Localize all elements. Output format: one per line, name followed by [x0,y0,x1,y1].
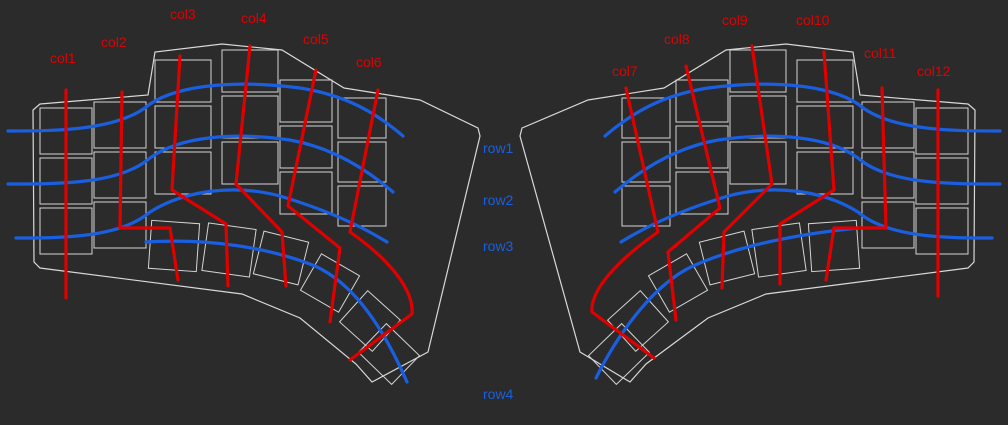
column-labels: col1 col2 col3 col4 col5 col6 col7 col8 … [50,6,951,79]
left-key [154,151,212,195]
right-key [675,79,729,123]
right-key [915,207,969,255]
row-wire-2-left [6,134,395,194]
right-keys [587,49,969,386]
row-wire-4-right [594,226,860,380]
row-wire-2-right [613,134,1002,194]
col-wire-6 [348,88,414,362]
left-thumb-key [147,219,201,273]
col-label-5: col5 [303,31,329,47]
right-key [729,141,787,185]
col-wire-7 [590,86,660,360]
left-keys [39,49,421,386]
row-wire-3-right [619,188,994,244]
col-wire-9 [720,44,774,290]
right-thumb-key [807,219,861,273]
column-wires [64,44,940,362]
col-label-2: col2 [101,34,127,50]
row-wire-4-left [144,239,409,384]
row-label-4: row4 [483,386,514,402]
right-key [675,171,729,215]
right-key [796,105,854,149]
left-thumb-key [357,322,421,386]
col-wire-11 [824,86,888,282]
left-key [154,59,212,103]
row-labels: row1 row2 row3 row4 [483,140,514,402]
right-key [729,95,787,139]
col-label-12: col12 [917,63,951,79]
left-thumb-key [299,253,361,313]
right-key [796,151,854,195]
right-key [621,97,671,139]
row-label-3: row3 [483,238,514,254]
left-key [221,95,279,139]
left-case-outline [32,43,481,383]
col-label-4: col4 [241,10,267,26]
left-thumb-key [201,222,257,278]
right-thumb-key [751,222,807,278]
col-label-1: col1 [50,50,76,66]
left-key [279,171,333,215]
col-wire-8 [666,64,722,322]
col-wire-4 [234,44,288,288]
row-wire-3-left [14,188,389,244]
left-thumb-key [338,289,402,353]
left-key [154,105,212,149]
row-wire-1-right [603,82,1002,138]
col-label-9: col9 [722,12,748,28]
right-key [861,151,915,199]
right-case-outline [519,43,976,383]
row-label-2: row2 [483,192,514,208]
right-thumb-key [698,230,756,286]
row-wire-1-left [6,82,405,138]
right-thumb-key [587,322,651,386]
col-label-10: col10 [796,12,830,28]
right-key [621,185,671,227]
right-thumb-key [647,253,709,313]
left-key [221,141,279,185]
row-label-1: row1 [483,140,514,156]
col-label-7: col7 [612,63,638,79]
right-key [861,201,915,249]
left-thumb-key [252,230,310,286]
col-label-8: col8 [664,31,690,47]
left-key [337,185,387,227]
col-label-11: col11 [864,45,897,61]
left-key [337,97,387,139]
col-wire-5 [286,68,342,324]
col-label-3: col3 [170,6,196,22]
col-label-6: col6 [356,54,382,70]
row-wires [6,82,1002,384]
col-wire-3 [170,54,230,288]
col-wire-2 [118,90,180,282]
col-wire-10 [778,50,836,286]
left-key [279,125,333,169]
left-key [337,141,387,183]
